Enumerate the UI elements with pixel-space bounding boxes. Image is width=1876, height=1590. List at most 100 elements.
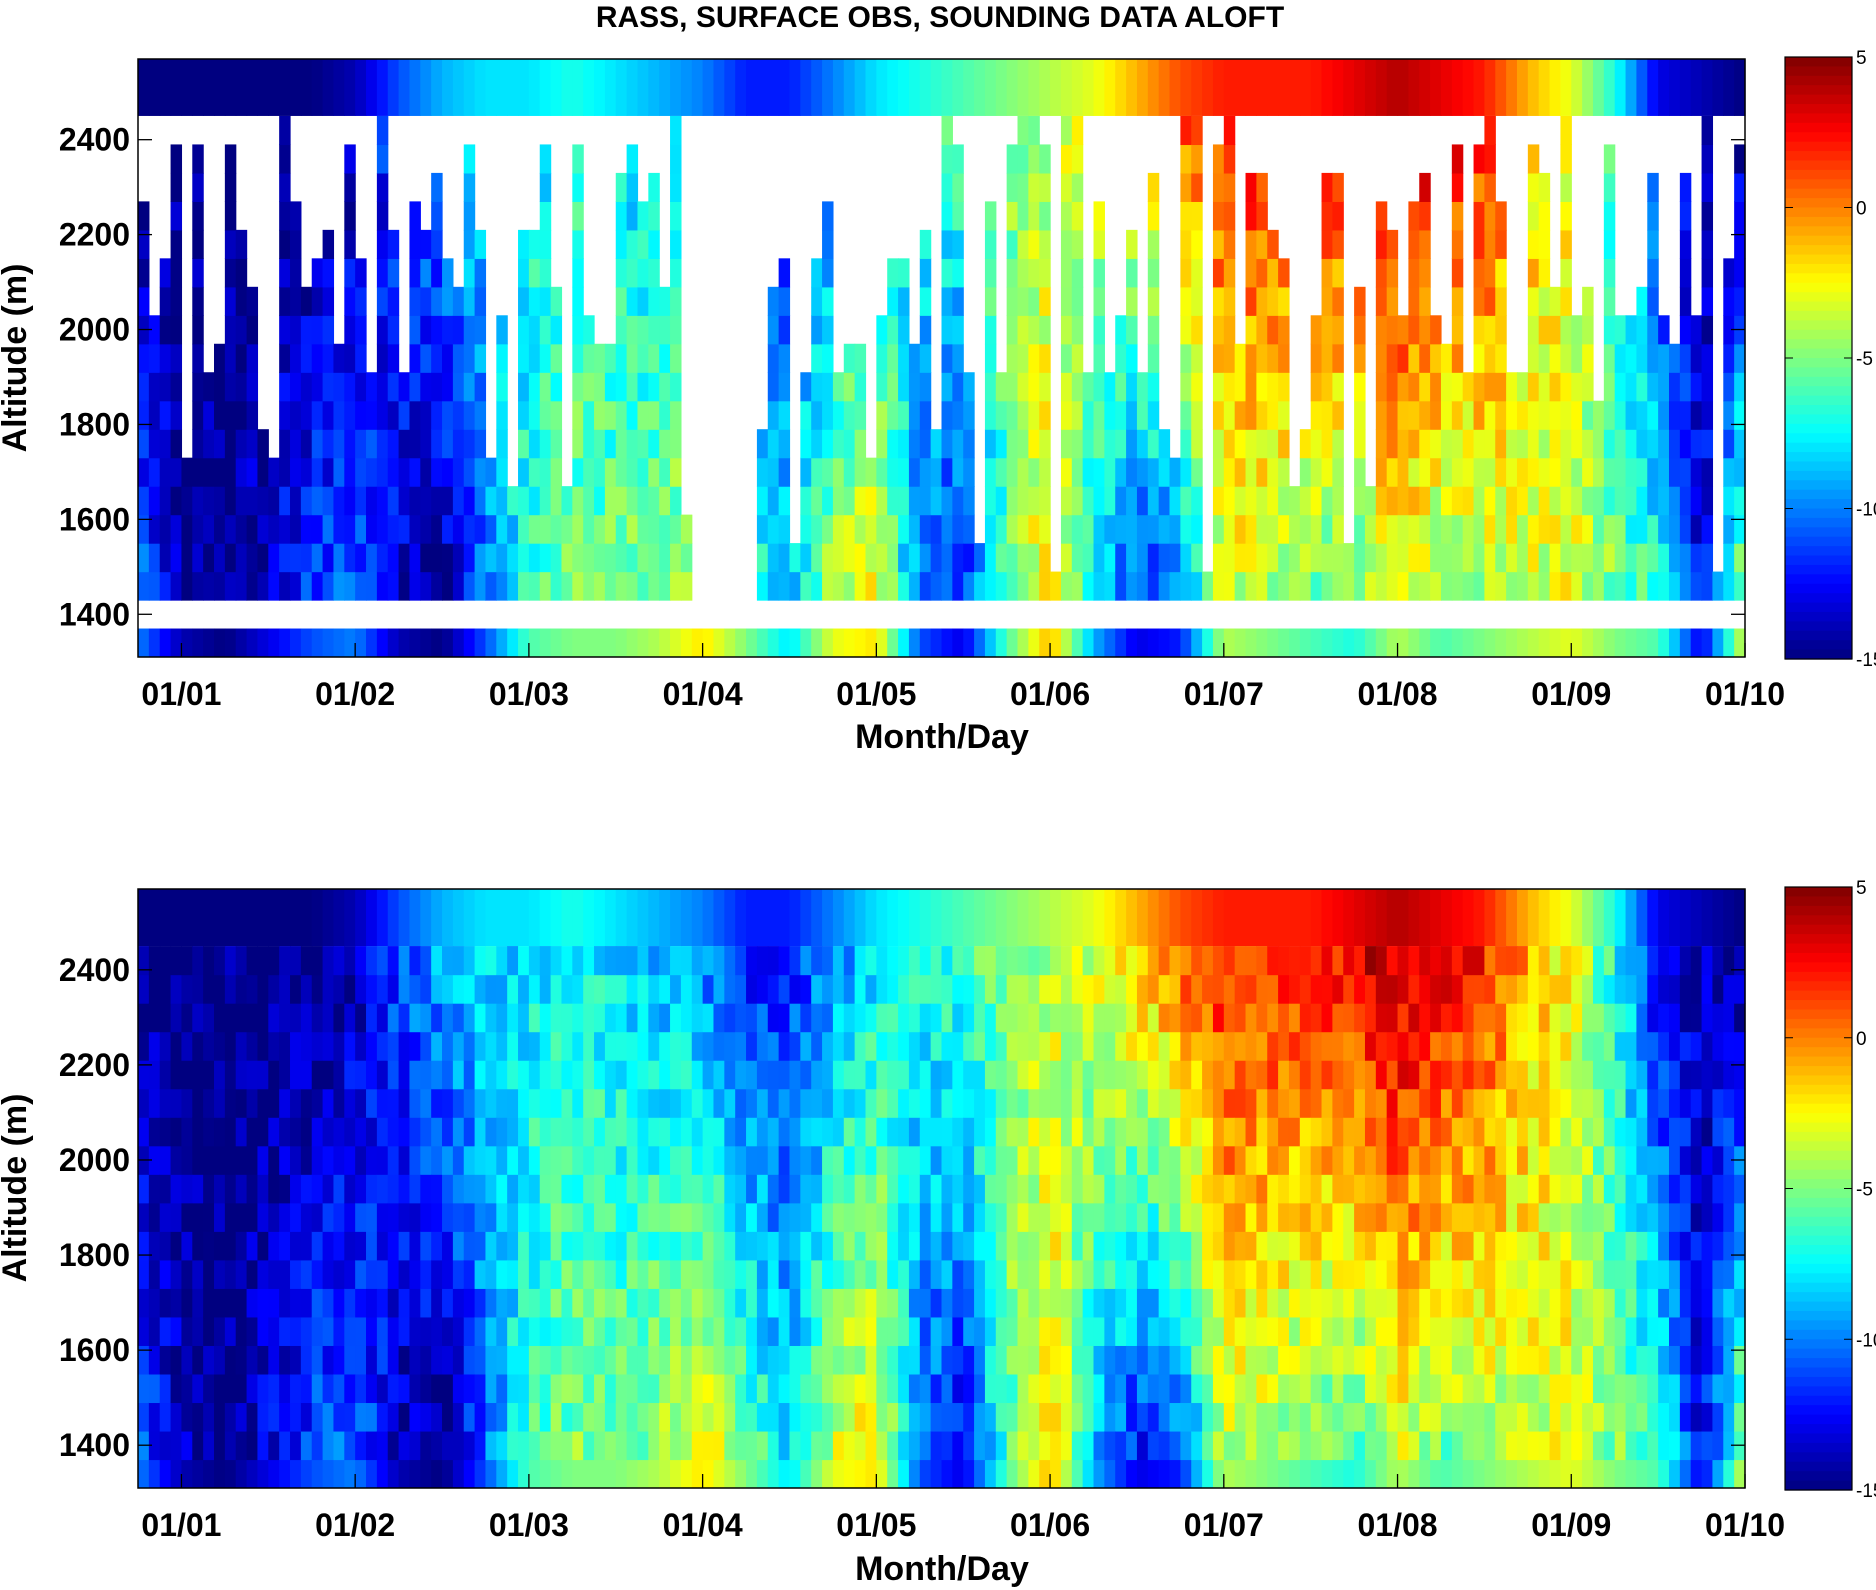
heatmap-cell — [1538, 1202, 1551, 1232]
heatmap-cell — [1180, 400, 1192, 430]
heatmap-cell — [659, 343, 671, 373]
heatmap-cell — [431, 514, 443, 544]
heatmap-cell — [1234, 1288, 1247, 1318]
heatmap-cell — [887, 286, 899, 316]
heatmap-cell — [1082, 1288, 1095, 1318]
heatmap-cell — [1126, 1003, 1138, 1033]
heatmap-cell — [800, 372, 812, 402]
heatmap-cell — [746, 1031, 758, 1061]
heatmap-cell — [214, 1288, 226, 1318]
heatmap-cell — [1147, 59, 1160, 116]
heatmap-cell — [1484, 514, 1496, 544]
heatmap-cell — [767, 889, 780, 947]
heatmap-cell — [680, 1003, 693, 1033]
heatmap-cell — [1212, 1145, 1225, 1175]
heatmap-cell — [670, 974, 682, 1004]
heatmap-cell — [767, 486, 780, 516]
heatmap-cell — [1180, 315, 1192, 345]
heatmap-cell — [474, 258, 487, 288]
heatmap-cell — [1440, 1031, 1453, 1061]
heatmap-cell — [952, 1003, 964, 1033]
heatmap-cell — [1397, 429, 1409, 459]
heatmap-cell — [908, 514, 921, 544]
heatmap-cell — [387, 315, 400, 345]
heatmap-cell — [1278, 486, 1290, 516]
heatmap-cell — [1093, 1060, 1105, 1090]
heatmap-cell — [1397, 974, 1409, 1004]
heatmap-cell — [1245, 946, 1257, 976]
heatmap-cell — [203, 1430, 215, 1461]
heatmap-cell — [1571, 1373, 1583, 1404]
heatmap-cell — [507, 486, 519, 516]
heatmap-cell — [843, 543, 856, 573]
colorbar-swatch — [1785, 414, 1852, 425]
heatmap-cell — [387, 286, 400, 316]
heatmap-cell — [615, 201, 628, 231]
heatmap-cell — [333, 974, 345, 1004]
heatmap-cell — [214, 457, 226, 487]
heatmap-cell — [1039, 315, 1051, 345]
heatmap-cell — [1386, 1288, 1399, 1318]
heatmap-cell — [387, 1316, 400, 1346]
heatmap-cell — [789, 571, 801, 601]
heatmap-cell — [800, 1430, 812, 1461]
heatmap-cell — [1017, 286, 1029, 316]
heatmap-cell — [1527, 201, 1540, 231]
colorbar-swatch — [1785, 517, 1852, 528]
heatmap-cell — [811, 1202, 823, 1232]
heatmap-cell — [1679, 1202, 1692, 1232]
heatmap-cell — [1321, 1459, 1333, 1488]
heatmap-cell — [1527, 343, 1540, 373]
heatmap-cell — [1191, 571, 1203, 601]
heatmap-cell — [1050, 1345, 1062, 1375]
heatmap-cell — [1126, 946, 1138, 976]
colorbar-swatch — [1785, 235, 1852, 246]
heatmap-cell — [279, 201, 291, 231]
heatmap-cell — [1093, 1402, 1105, 1432]
heatmap-cell — [1679, 457, 1692, 487]
heatmap-cell — [1668, 486, 1681, 516]
heatmap-cell — [876, 1430, 888, 1461]
heatmap-cell — [1082, 1174, 1095, 1204]
heatmap-cell — [1028, 1088, 1040, 1118]
heatmap-cell — [1636, 1373, 1648, 1404]
heatmap-cell — [930, 1202, 943, 1232]
heatmap-cell — [713, 1316, 725, 1346]
heatmap-cell — [1245, 1345, 1257, 1375]
heatmap-cell — [181, 1345, 193, 1375]
heatmap-cell — [1592, 1117, 1605, 1147]
heatmap-cell — [1647, 1003, 1659, 1033]
heatmap-cell — [572, 1060, 584, 1090]
heatmap-cell — [1419, 372, 1431, 402]
heatmap-cell — [1495, 1430, 1507, 1461]
heatmap-cell — [518, 946, 530, 976]
heatmap-cell — [1212, 372, 1225, 402]
heatmap-cell — [615, 258, 628, 288]
heatmap-cell — [138, 514, 150, 544]
heatmap-cell — [311, 1202, 324, 1232]
heatmap-cell — [224, 1060, 237, 1090]
heatmap-cell — [898, 1288, 910, 1318]
heatmap-cell — [366, 1316, 378, 1346]
heatmap-cell — [1245, 1459, 1257, 1488]
heatmap-cell — [572, 286, 584, 316]
heatmap-cell — [1299, 486, 1312, 516]
heatmap-cell — [887, 1117, 899, 1147]
heatmap-cell — [235, 486, 248, 516]
heatmap-cell — [1614, 1003, 1627, 1033]
heatmap-cell — [876, 1003, 888, 1033]
heatmap-cell — [290, 1031, 302, 1061]
heatmap-cell — [268, 571, 280, 601]
heatmap-cell — [279, 429, 291, 459]
heatmap-cell — [1592, 1288, 1605, 1318]
heatmap-cell — [1386, 1088, 1399, 1118]
heatmap-cell — [843, 571, 856, 601]
heatmap-cell — [1017, 543, 1029, 573]
heatmap-cell — [1582, 571, 1594, 601]
heatmap-cell — [1538, 889, 1551, 947]
heatmap-cell — [1614, 315, 1627, 345]
heatmap-cell — [1191, 1003, 1203, 1033]
heatmap-cell — [387, 1202, 400, 1232]
heatmap-cell — [1506, 543, 1518, 573]
heatmap-cell — [1430, 974, 1442, 1004]
